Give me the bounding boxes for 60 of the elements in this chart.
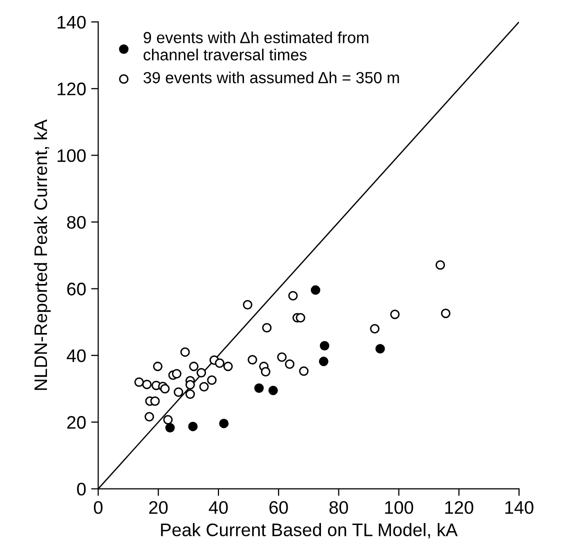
x-tick-label: 40 [208,501,228,514]
point [207,375,217,385]
point [180,347,190,357]
x-tick-label: 120 [445,501,474,514]
point [214,358,224,368]
y-axis-title: NLDN-Reported Peak Current, kA [34,119,51,390]
y-tick-label: 0 [77,482,86,496]
point [436,260,446,270]
point [152,362,162,372]
y-tick-label: 20 [67,416,86,429]
y-tick-label: 140 [58,16,86,29]
point [299,366,309,376]
point [172,369,182,379]
point [254,383,264,393]
x-tick-label: 20 [149,501,168,514]
x-tick-label: 60 [269,501,288,514]
point [150,396,160,406]
point [320,341,330,350]
point [310,285,320,295]
point [196,368,206,378]
point [242,300,252,310]
point [188,422,198,432]
y-tick-label: 80 [67,216,86,229]
point [163,415,173,425]
point [223,362,233,372]
point [142,380,152,390]
point [160,384,170,394]
point [277,352,287,362]
x-tick-label: 140 [505,501,534,514]
point [440,308,450,318]
point [189,362,199,372]
point [174,387,184,397]
point [260,367,270,377]
point [375,344,385,354]
y-tick-label: 60 [67,282,86,296]
point [284,359,294,369]
point [370,324,380,334]
point [390,310,400,320]
x-axis-title: Peak Current Based on TL Model, kA [161,523,458,538]
point [219,418,229,428]
y-tick-label: 40 [66,349,86,362]
x-tick-label: 80 [329,501,348,514]
point [165,423,175,433]
point [248,355,258,364]
point [268,386,278,396]
point [134,377,144,387]
point [144,412,154,422]
y-tick-label: 120 [58,82,86,96]
point [288,290,298,300]
point [185,389,195,399]
x-tick-label: 100 [385,501,414,514]
point [185,380,195,390]
legend-label: 9 events with Δh estimated from channel traversal times [144,32,368,60]
y-tick-label: 100 [58,149,86,162]
point [318,356,328,366]
point [199,382,209,392]
point [262,322,272,332]
legend-label: 39 events with assumed Δh = 350 m [144,72,399,84]
point [296,312,306,322]
x-tick-label: 0 [94,501,103,514]
